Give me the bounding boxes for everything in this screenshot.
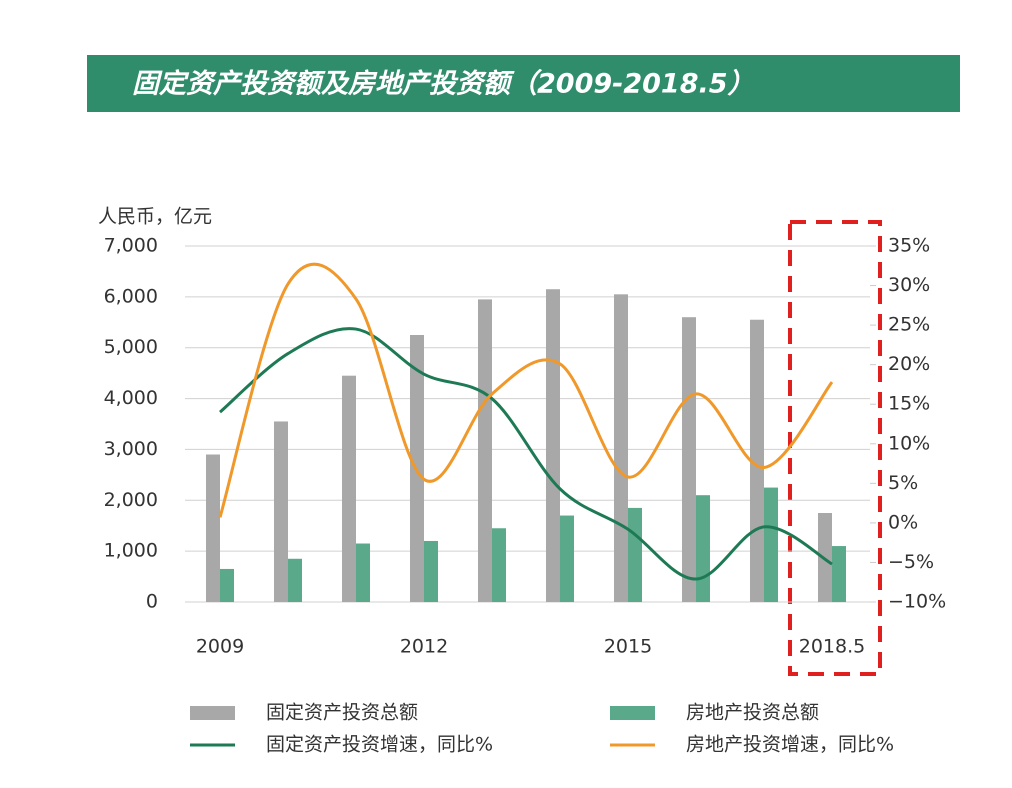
bar xyxy=(546,289,560,602)
bar xyxy=(628,507,642,602)
bar xyxy=(560,515,574,602)
y-tick-label: 0 xyxy=(146,591,158,613)
bar xyxy=(220,568,234,602)
y-tick-label: 1,000 xyxy=(104,540,158,562)
y-tick-label: 7,000 xyxy=(104,235,158,257)
bar xyxy=(832,546,846,602)
legend-label: 固定资产投资增速，同比% xyxy=(266,734,493,756)
y-tick-label: 6,000 xyxy=(104,285,158,307)
x-tick-label: 2012 xyxy=(400,636,448,658)
bar xyxy=(206,454,220,602)
bar xyxy=(492,528,506,602)
legend-swatch xyxy=(610,706,655,720)
bar xyxy=(764,487,778,602)
legend-label: 房地产投资增速，同比% xyxy=(686,734,894,756)
y-axis-label: 人民币，亿元 xyxy=(98,206,212,228)
title-banner xyxy=(87,55,960,112)
line-series xyxy=(219,327,833,581)
bar xyxy=(342,375,356,602)
legend-label: 房地产投资总额 xyxy=(686,702,819,724)
y-tick-label: 3,000 xyxy=(104,438,158,460)
line-series xyxy=(218,262,834,518)
y2-tick-label: 35% xyxy=(888,235,930,257)
y2-tick-label: 30% xyxy=(888,274,930,296)
bar xyxy=(356,543,370,602)
bar xyxy=(614,294,628,602)
y-tick-label: 5,000 xyxy=(104,336,158,358)
y-tick-label: 2,000 xyxy=(104,489,158,511)
y2-tick-label: 15% xyxy=(888,393,930,415)
highlight-box xyxy=(788,220,882,676)
legend-label: 固定资产投资总额 xyxy=(266,702,418,724)
legend-swatch xyxy=(190,706,235,720)
chart-title: 固定资产投资额及房地产投资额（2009-2018.5） xyxy=(132,69,755,100)
bar xyxy=(288,558,302,602)
x-tick-label: 2009 xyxy=(196,636,244,658)
y2-tick-label: 10% xyxy=(888,432,930,454)
y2-tick-label: 25% xyxy=(888,314,930,336)
y2-tick-label: 0% xyxy=(888,511,918,533)
x-tick-label: 2018.5 xyxy=(799,636,865,658)
x-tick-label: 2015 xyxy=(604,636,652,658)
bar xyxy=(696,495,710,602)
bar xyxy=(424,540,438,602)
y2-tick-label: 20% xyxy=(888,353,930,375)
y2-tick-label: 5% xyxy=(888,472,918,494)
y-tick-label: 4,000 xyxy=(104,387,158,409)
bar xyxy=(682,317,696,602)
bar xyxy=(478,299,492,602)
y2-tick-label: −10% xyxy=(888,591,946,613)
bar xyxy=(274,421,288,602)
y2-tick-label: −5% xyxy=(888,551,934,573)
